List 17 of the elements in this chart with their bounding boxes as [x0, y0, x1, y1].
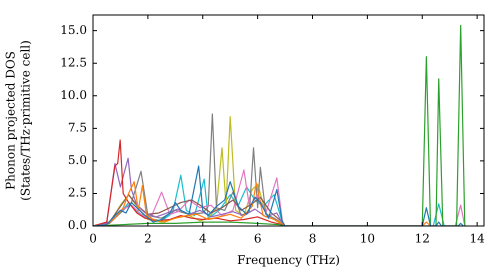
y-axis-title: Phonon projected DOS (States/THz·primitive cell)	[4, 40, 33, 201]
x-tick-label: 10	[360, 231, 376, 246]
y-tick-label: 7.5	[68, 120, 87, 134]
y-tick-label: 5.0	[68, 153, 87, 167]
x-tick-label: 2	[144, 231, 152, 246]
x-tick-label: 4	[198, 231, 207, 246]
y-tick-label: 0.0	[68, 218, 87, 232]
x-tick-label: 0	[89, 231, 97, 246]
y-tick-label: 2.5	[68, 186, 87, 200]
x-tick-label: 14	[470, 231, 486, 246]
y-tick-label: 15.0	[60, 22, 87, 37]
x-tick-label: 6	[254, 231, 262, 246]
x-tick-label: 12	[414, 231, 430, 246]
y-tick-label: 10.0	[60, 88, 87, 102]
x-axis-title: Frequency (THz)	[237, 252, 340, 267]
x-tick-label: 8	[308, 231, 316, 246]
y-tick-label: 12.5	[60, 55, 87, 70]
